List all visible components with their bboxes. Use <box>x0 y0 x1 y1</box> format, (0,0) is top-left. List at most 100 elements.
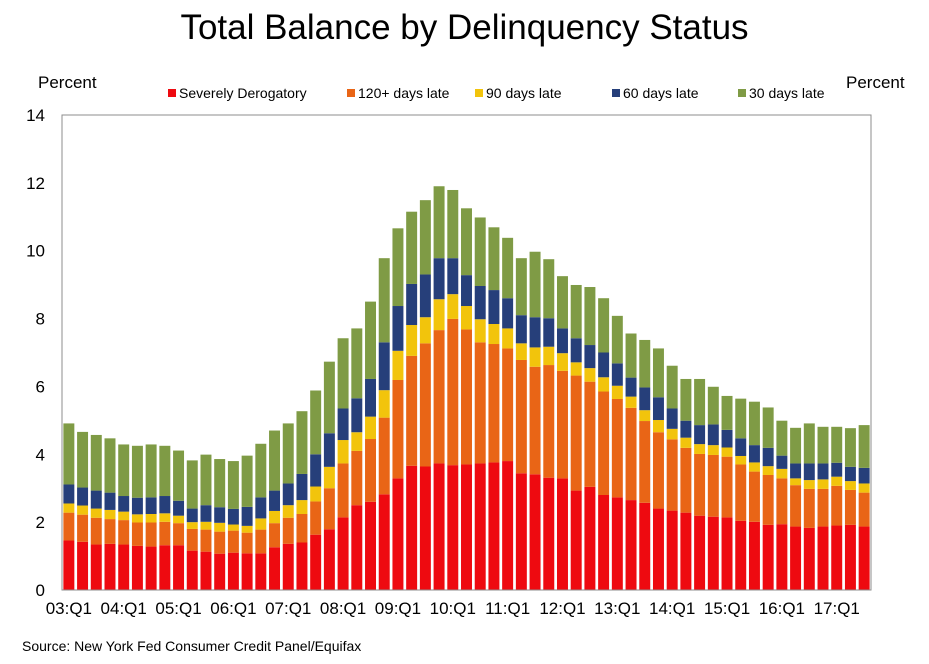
bar-segment-0 <box>269 547 281 590</box>
bar-segment-0 <box>611 497 623 590</box>
bar-segment-2 <box>652 420 664 433</box>
bar-segment-1 <box>817 488 829 527</box>
bar-segment-3 <box>680 420 692 438</box>
bar-segment-1 <box>282 517 294 544</box>
bar-segment-1 <box>844 489 856 525</box>
bar-segment-2 <box>694 444 706 454</box>
bar-segment-3 <box>365 378 377 417</box>
bar-segment-2 <box>488 324 500 345</box>
bar-segment-3 <box>77 487 89 506</box>
bar-segment-1 <box>803 488 815 528</box>
legend-swatch <box>738 89 746 97</box>
bar-segment-4 <box>461 208 472 276</box>
bar-segment-3 <box>735 438 747 456</box>
bar-segment-4 <box>227 461 239 509</box>
bar-segment-2 <box>776 468 788 479</box>
bar-segment-2 <box>145 514 157 523</box>
bar-segment-3 <box>186 508 198 523</box>
bar-segment-3 <box>639 387 651 411</box>
bar-segment-2 <box>762 466 774 475</box>
bar-segment-3 <box>858 467 870 484</box>
bar-segment-1 <box>63 512 75 541</box>
bar-segment-4 <box>831 426 843 463</box>
bar-segment-2 <box>118 511 130 521</box>
bar-segment-4 <box>255 443 267 498</box>
bar-segment-2 <box>131 514 143 523</box>
bar-segment-3 <box>419 274 431 318</box>
bar-segment-0 <box>570 490 582 590</box>
bar-segment-2 <box>282 505 294 518</box>
bar-segment-2 <box>419 317 431 344</box>
bar-segment-4 <box>90 434 102 491</box>
bar-segment-4 <box>515 258 527 316</box>
bar-segment-2 <box>543 346 555 366</box>
bar-segment-3 <box>159 496 171 514</box>
bar-segment-1 <box>310 501 322 535</box>
bar-segment-0 <box>419 466 431 590</box>
bar-segment-0 <box>776 524 788 590</box>
bar-segment-3 <box>131 497 143 515</box>
bar-segment-1 <box>131 522 143 546</box>
bar-segment-4 <box>186 460 198 509</box>
bar-segment-4 <box>748 401 760 446</box>
bar-segment-1 <box>474 342 486 464</box>
bar-segment-4 <box>762 407 774 448</box>
x-tick-label: 14:Q1 <box>649 599 695 618</box>
legend-label: 90 days late <box>486 85 562 101</box>
x-tick-label: 12:Q1 <box>539 599 585 618</box>
bar-segment-2 <box>200 521 212 530</box>
bar-segment-1 <box>365 439 377 502</box>
bar-segment-2 <box>296 500 308 514</box>
bar-segment-0 <box>173 545 185 590</box>
bar-segment-3 <box>625 377 637 397</box>
bar-segment-0 <box>433 463 445 590</box>
bar-segment-1 <box>776 478 788 525</box>
bar-segment-1 <box>598 391 610 495</box>
bar-segment-0 <box>844 524 856 590</box>
bar-segment-0 <box>282 543 294 590</box>
bar-segment-3 <box>707 424 719 446</box>
bar-segment-3 <box>337 408 349 441</box>
bar-segment-1 <box>680 447 692 513</box>
bar-segment-4 <box>365 301 377 379</box>
bar-segment-1 <box>392 379 404 479</box>
bar-segment-2 <box>104 509 116 520</box>
bar-segment-3 <box>351 398 363 433</box>
bar-segment-1 <box>227 530 239 553</box>
bar-segment-3 <box>406 283 418 326</box>
bar-segment-4 <box>694 378 706 426</box>
bar-segment-4 <box>200 454 212 506</box>
bar-segment-4 <box>131 445 143 498</box>
bar-segment-2 <box>611 385 623 399</box>
bar-segment-0 <box>323 529 335 590</box>
bar-segment-2 <box>406 325 418 356</box>
bar-segment-4 <box>337 338 349 409</box>
y-tick-label: 4 <box>36 445 45 464</box>
bar-segment-2 <box>844 481 856 490</box>
bar-segment-1 <box>570 375 582 491</box>
bar-segment-4 <box>378 258 390 343</box>
bar-segment-0 <box>735 520 747 590</box>
bar-segment-1 <box>556 370 568 479</box>
bar-segment-0 <box>680 512 692 590</box>
legend-label: 60 days late <box>623 85 699 101</box>
bar-segment-1 <box>748 471 760 522</box>
bar-segment-4 <box>214 459 226 508</box>
bar-segment-4 <box>392 228 404 307</box>
x-tick-label: 06:Q1 <box>210 599 256 618</box>
bar-segment-0 <box>214 553 226 590</box>
bar-segment-0 <box>721 517 733 590</box>
bar-segment-1 <box>104 519 116 544</box>
bar-segment-3 <box>378 342 390 391</box>
bar-segment-4 <box>323 361 335 434</box>
bar-segment-4 <box>707 386 719 425</box>
bar-segment-2 <box>474 319 486 343</box>
y-tick-label: 14 <box>26 106 45 125</box>
bar-segment-3 <box>570 338 582 363</box>
bar-segment-1 <box>269 523 281 548</box>
x-tick-label: 10:Q1 <box>430 599 476 618</box>
bar-segment-0 <box>461 464 472 590</box>
bar-segment-1 <box>241 532 253 554</box>
bar-segment-0 <box>447 465 459 590</box>
bar-segment-0 <box>543 477 555 590</box>
